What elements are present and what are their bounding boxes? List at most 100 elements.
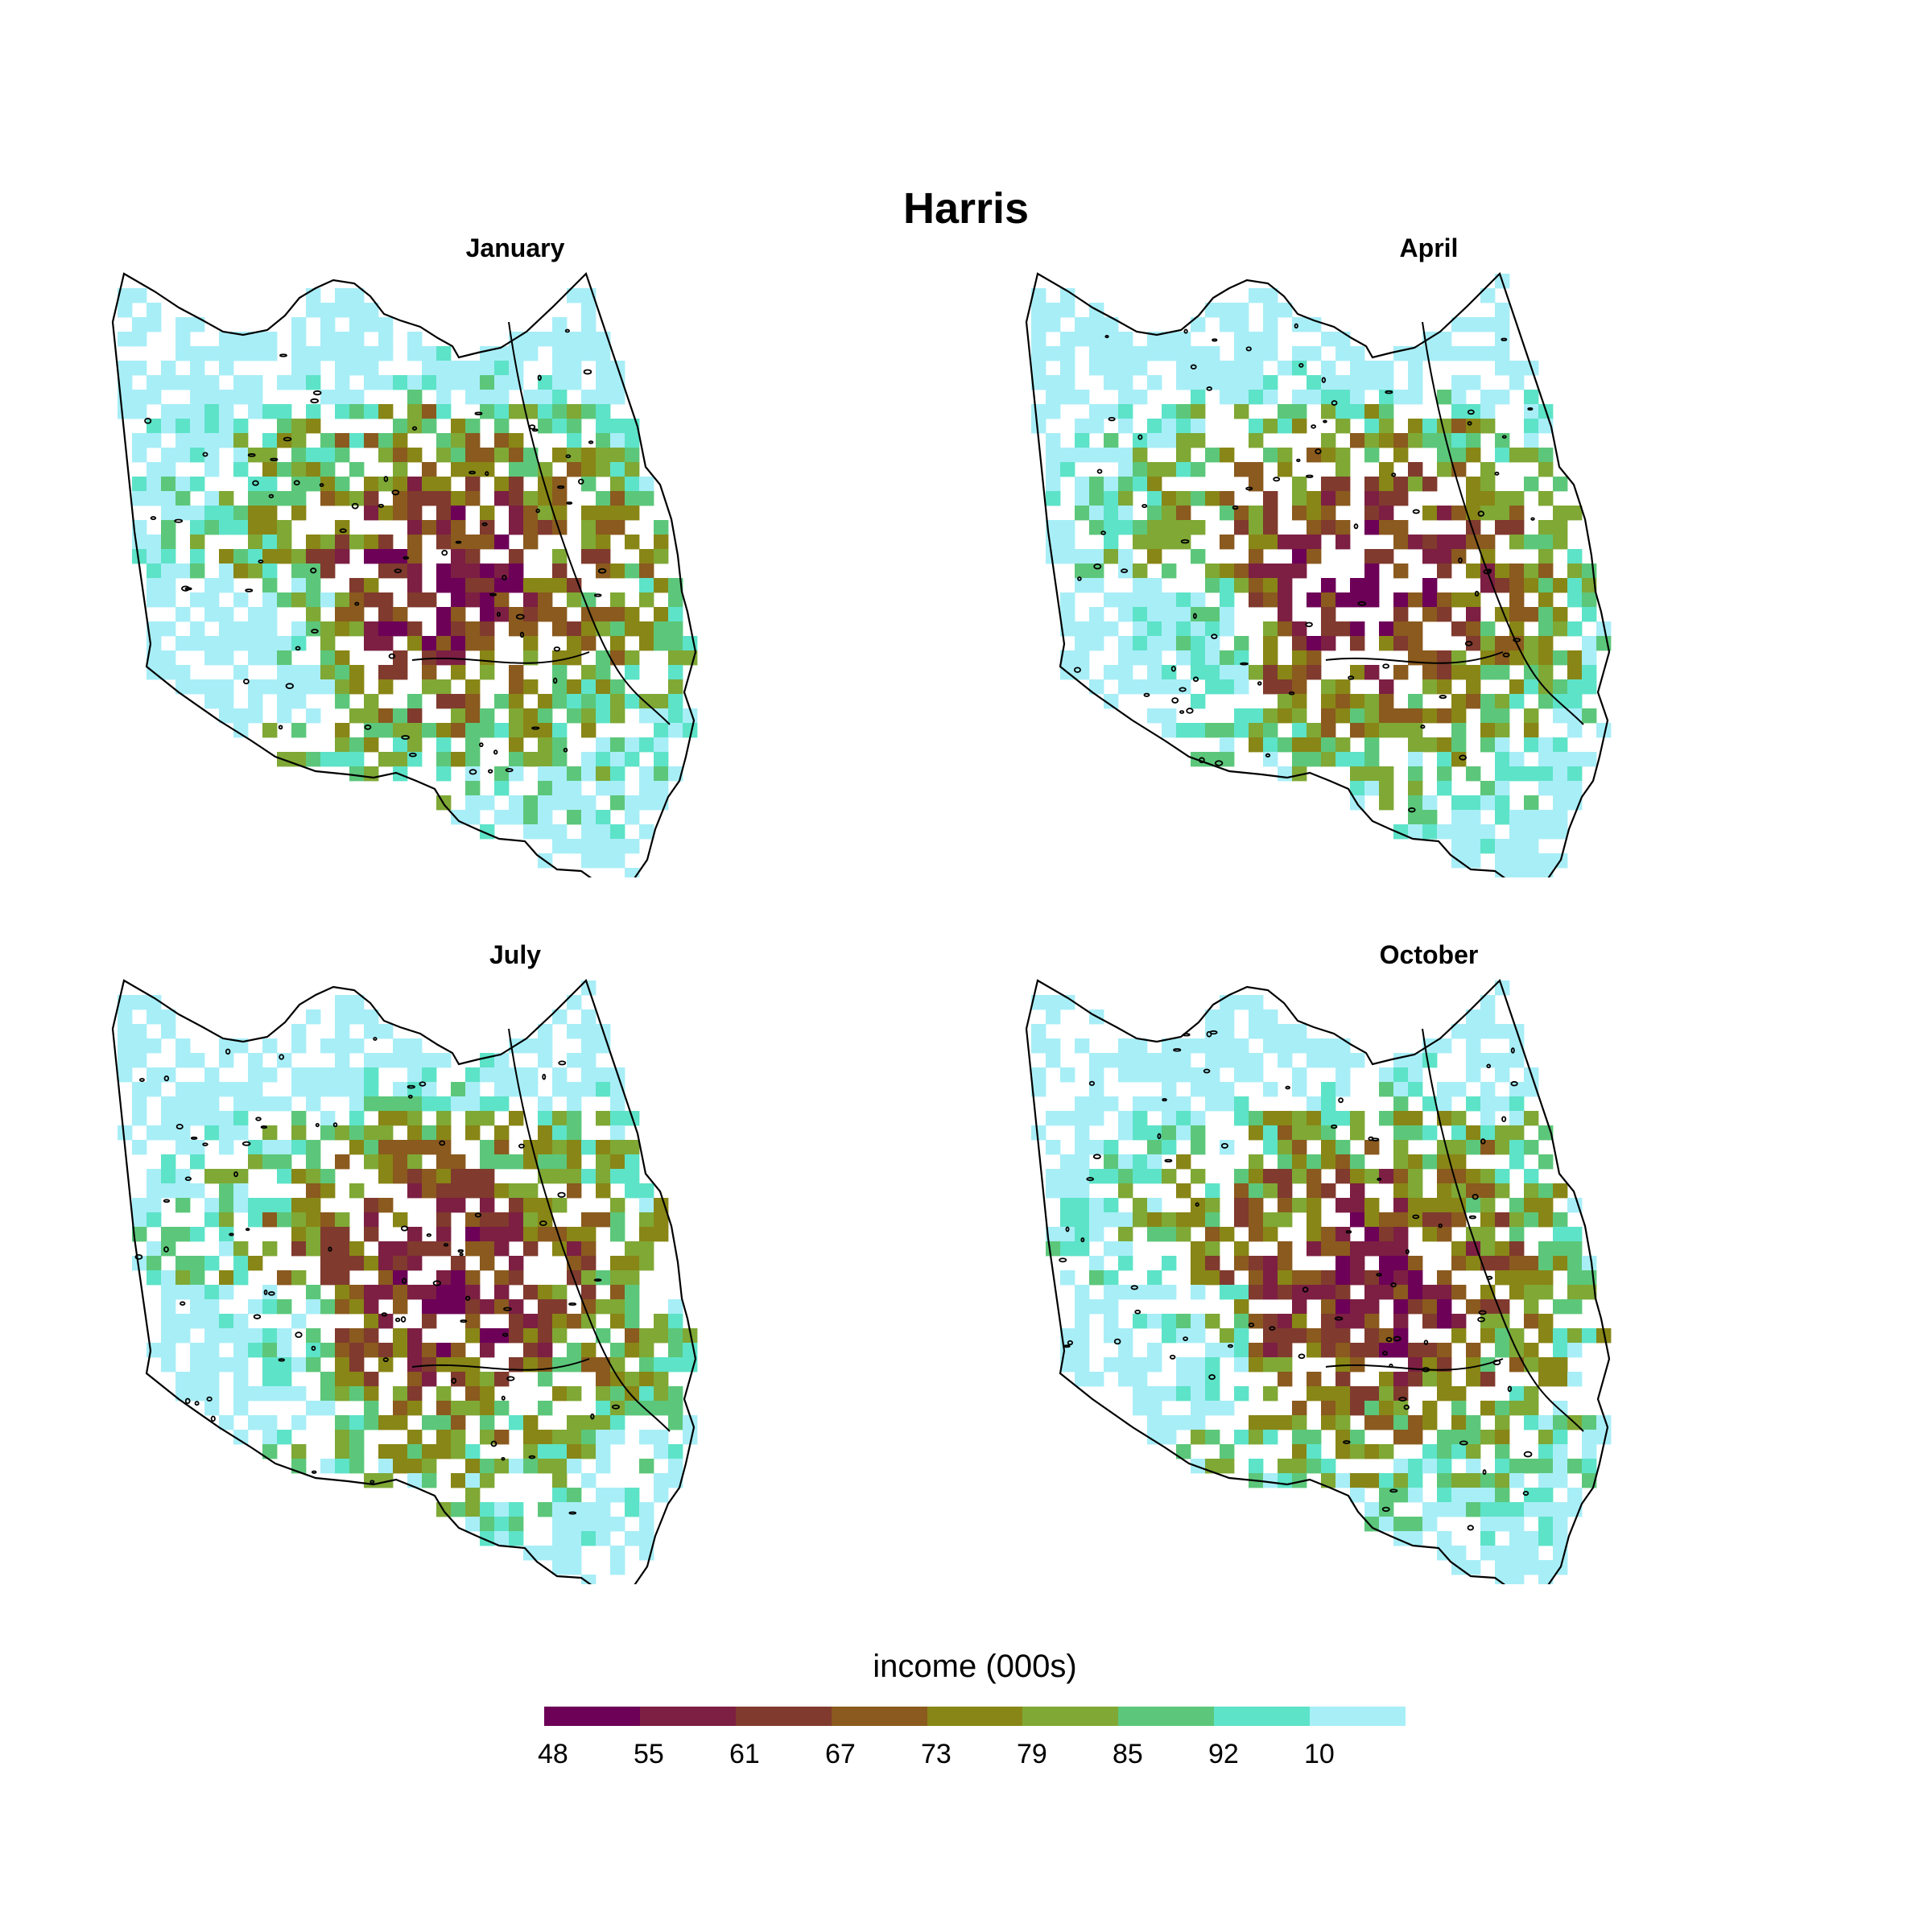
grid-cell bbox=[596, 1401, 611, 1416]
grid-cell bbox=[1335, 1241, 1351, 1257]
grid-cell bbox=[1060, 1241, 1075, 1257]
grid-cell bbox=[175, 1372, 191, 1387]
grid-cell bbox=[1220, 1227, 1235, 1242]
grid-cell bbox=[465, 795, 481, 811]
grid-cell bbox=[335, 1459, 350, 1474]
grid-cell bbox=[1393, 1343, 1409, 1358]
grid-cell bbox=[552, 1009, 568, 1025]
grid-cell bbox=[320, 592, 336, 608]
grid-cell bbox=[204, 1198, 220, 1213]
grid-cell bbox=[1060, 1067, 1075, 1083]
grid-cell bbox=[1176, 592, 1191, 608]
grid-cell bbox=[451, 621, 466, 637]
grid-cell bbox=[1060, 1154, 1075, 1170]
grid-cell bbox=[1553, 1183, 1568, 1199]
grid-cell bbox=[1234, 506, 1249, 521]
grid-cell bbox=[422, 375, 437, 390]
grid-cells-january bbox=[118, 288, 698, 877]
grid-cell bbox=[1147, 1343, 1162, 1358]
grid-cell bbox=[436, 1096, 452, 1112]
grid-cell bbox=[393, 1038, 408, 1054]
legend-break-label: 67 bbox=[825, 1739, 856, 1769]
lake-outline bbox=[312, 390, 322, 396]
grid-cell bbox=[407, 390, 423, 405]
lake-outline bbox=[328, 1246, 332, 1252]
grid-cell bbox=[161, 564, 176, 579]
grid-cell bbox=[219, 1038, 234, 1054]
grid-cell bbox=[306, 1285, 321, 1300]
grid-cell bbox=[494, 607, 510, 622]
grid-cell bbox=[552, 1473, 568, 1488]
grid-cell bbox=[1437, 1140, 1452, 1155]
grid-cell bbox=[1234, 1328, 1249, 1344]
grid-cell bbox=[1451, 1256, 1467, 1271]
grid-cell bbox=[494, 1067, 510, 1083]
grid-cell bbox=[422, 462, 437, 477]
lake-outline bbox=[553, 646, 561, 652]
grid-cell bbox=[436, 621, 452, 637]
grid-cell bbox=[610, 1299, 625, 1315]
legend-swatch bbox=[1022, 1707, 1119, 1726]
grid-cell bbox=[581, 549, 597, 564]
lake-outline bbox=[1405, 1249, 1410, 1255]
grid-cell bbox=[248, 1386, 263, 1402]
grid-cell bbox=[262, 621, 278, 637]
grid-cell bbox=[378, 752, 394, 767]
grid-cell bbox=[1582, 679, 1597, 695]
grid-cell bbox=[1220, 303, 1235, 318]
grid-cell bbox=[306, 1241, 321, 1257]
grid-cell bbox=[1495, 810, 1510, 825]
grid-cell bbox=[1335, 1372, 1351, 1387]
grid-cell bbox=[349, 737, 365, 753]
grid-cell bbox=[1292, 1473, 1307, 1488]
grid-cell bbox=[1422, 1401, 1438, 1416]
grid-cell bbox=[147, 650, 162, 666]
grid-cell bbox=[335, 621, 350, 637]
grid-cell bbox=[1422, 1212, 1438, 1228]
grid-cell bbox=[1162, 723, 1177, 738]
grid-cell bbox=[596, 1444, 611, 1459]
grid-cell bbox=[1495, 1212, 1510, 1228]
grid-cell bbox=[1379, 708, 1394, 724]
grid-cell bbox=[393, 375, 408, 390]
grid-cell bbox=[523, 1314, 539, 1329]
grid-cell bbox=[378, 1096, 394, 1112]
grid-cell bbox=[1307, 448, 1322, 463]
grid-cell bbox=[1393, 1125, 1409, 1141]
grid-cell bbox=[436, 607, 452, 622]
grid-cell bbox=[335, 433, 350, 448]
grid-cell bbox=[436, 1241, 452, 1257]
grid-cell bbox=[1278, 1198, 1293, 1213]
grid-cell bbox=[1278, 1314, 1293, 1329]
grid-cell bbox=[1307, 535, 1322, 550]
grid-cell bbox=[306, 564, 321, 579]
grid-cell bbox=[204, 1082, 220, 1097]
lake-outline bbox=[1474, 590, 1480, 597]
grid-cell bbox=[1437, 1502, 1452, 1517]
grid-cell bbox=[262, 520, 278, 535]
grid-cell bbox=[393, 506, 408, 521]
grid-cell bbox=[1466, 853, 1481, 869]
grid-cell bbox=[552, 361, 568, 376]
grid-cell bbox=[436, 1444, 452, 1459]
grid-cell bbox=[291, 1111, 307, 1126]
grid-cell bbox=[1263, 636, 1278, 651]
grid-cell bbox=[1364, 1401, 1380, 1416]
grid-cell bbox=[509, 621, 524, 637]
grid-cell bbox=[1089, 1372, 1104, 1387]
grid-cell bbox=[190, 520, 205, 535]
grid-cell bbox=[1451, 1140, 1467, 1155]
grid-cell bbox=[393, 708, 408, 724]
grid-cell bbox=[465, 535, 481, 550]
grid-cell bbox=[567, 795, 582, 811]
grid-cell bbox=[161, 491, 176, 506]
grid-cell bbox=[567, 1459, 582, 1474]
grid-cell bbox=[378, 1415, 394, 1430]
grid-cell bbox=[175, 506, 191, 521]
grid-cell bbox=[1234, 1212, 1249, 1228]
grid-cell bbox=[1509, 694, 1525, 709]
grid-cell bbox=[1292, 1314, 1307, 1329]
grid-cell bbox=[1495, 752, 1510, 767]
grid-cell bbox=[1191, 462, 1206, 477]
lake-outline bbox=[1398, 1397, 1407, 1402]
